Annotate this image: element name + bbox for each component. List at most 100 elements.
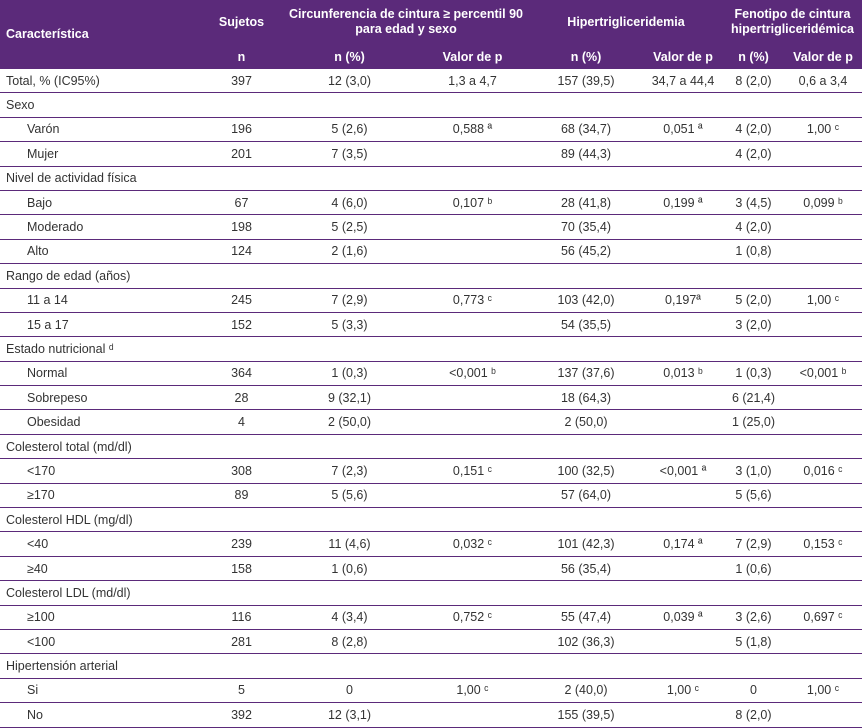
cell-hypertg-npct: 70 (35,4) <box>529 214 643 240</box>
header-subjects: Sujetos <box>200 0 283 44</box>
cell-waist-p: 0,032 ᶜ <box>416 531 529 557</box>
row-label: <170 <box>0 458 200 484</box>
cell-hypertg-npct: 100 (32,5) <box>529 458 643 484</box>
cell-phenotype-p: 0,016 ᶜ <box>784 458 862 484</box>
section-label: Hipertensión arterial <box>0 653 200 679</box>
row-label: Mujer <box>0 141 200 167</box>
cell-phenotype-npct: 4 (2,0) <box>723 117 784 143</box>
cell-waist-p: <0,001 ᵇ <box>416 361 529 387</box>
cell-hypertg-p <box>643 629 723 655</box>
section-spacer <box>200 507 862 533</box>
cell-waist-npct: 5 (5,6) <box>283 483 416 509</box>
subheader-hypertg-p: Valor de p <box>643 44 723 69</box>
cell-waist-p <box>416 702 529 728</box>
table-row: Alto 124 2 (1,6) 56 (45,2) 1 (0,8) <box>0 239 862 265</box>
section-spacer <box>200 263 862 289</box>
table-header: Característica Sujetos Circunferencia de… <box>0 0 862 69</box>
cell-hypertg-p <box>643 141 723 167</box>
cell-hypertg-p: 1,00 ᶜ <box>643 678 723 704</box>
cell-waist-p <box>416 556 529 582</box>
cell-waist-npct: 2 (50,0) <box>283 409 416 435</box>
cell-waist-npct: 8 (2,8) <box>283 629 416 655</box>
cell-hypertg-npct: 137 (37,6) <box>529 361 643 387</box>
section-row: Colesterol HDL (mg/dl) <box>0 507 862 533</box>
cell-waist-npct: 7 (2,3) <box>283 458 416 484</box>
cell-hypertg-npct: 55 (47,4) <box>529 605 643 630</box>
section-spacer <box>200 166 862 191</box>
cell-waist-npct: 7 (2,9) <box>283 288 416 313</box>
table-row: <100 281 8 (2,8) 102 (36,3) 5 (1,8) <box>0 629 862 655</box>
cell-phenotype-npct: 5 (5,6) <box>723 483 784 509</box>
cell-phenotype-npct: 3 (2,0) <box>723 312 784 338</box>
cell-waist-npct: 12 (3,1) <box>283 702 416 728</box>
cell-phenotype-p: 0,6 a 3,4 <box>784 69 862 94</box>
cell-waist-npct: 4 (3,4) <box>283 605 416 630</box>
cell-subjects: 364 <box>200 361 283 387</box>
row-label: Alto <box>0 239 200 265</box>
cell-subjects: 152 <box>200 312 283 338</box>
cell-waist-npct: 7 (3,5) <box>283 141 416 167</box>
row-label: ≥40 <box>0 556 200 582</box>
cell-waist-p <box>416 214 529 240</box>
section-row: Colesterol total (md/dl) <box>0 434 862 460</box>
cell-phenotype-p: 0,099 ᵇ <box>784 190 862 216</box>
cell-waist-npct: 9 (32,1) <box>283 385 416 411</box>
cell-hypertg-p: 34,7 a 44,4 <box>643 69 723 94</box>
row-label: ≥100 <box>0 605 200 630</box>
table-row: 11 a 14 245 7 (2,9) 0,773 ᶜ 103 (42,0) 0,197ª… <box>0 288 862 313</box>
cell-hypertg-p: 0,013 ᵇ <box>643 361 723 387</box>
table-row: Normal 364 1 (0,3) <0,001 ᵇ 137 (37,6) 0,013 … <box>0 361 862 387</box>
cell-hypertg-p <box>643 214 723 240</box>
row-label: Bajo <box>0 190 200 216</box>
cell-hypertg-p <box>643 702 723 728</box>
cell-subjects: 28 <box>200 385 283 411</box>
row-label: ≥170 <box>0 483 200 509</box>
section-row: Rango de edad (años) <box>0 263 862 289</box>
cell-subjects: 198 <box>200 214 283 240</box>
subheader-n: n <box>200 44 283 69</box>
cell-hypertg-p <box>643 385 723 411</box>
cell-phenotype-p <box>784 409 862 435</box>
table-row: Obesidad 4 2 (50,0) 2 (50,0) 1 (25,0) <box>0 409 862 435</box>
row-label: Total, % (IC95%) <box>0 69 200 94</box>
subheader-waist-p: Valor de p <box>416 44 529 69</box>
cell-subjects: 124 <box>200 239 283 265</box>
cell-hypertg-npct: 102 (36,3) <box>529 629 643 655</box>
cell-phenotype-npct: 1 (0,8) <box>723 239 784 265</box>
cell-subjects: 67 <box>200 190 283 216</box>
cell-phenotype-p <box>784 239 862 265</box>
section-row: Nivel de actividad física <box>0 166 862 191</box>
cell-hypertg-npct: 103 (42,0) <box>529 288 643 313</box>
section-label: Estado nutricional ᵈ <box>0 336 200 362</box>
cell-phenotype-p <box>784 141 862 167</box>
cell-subjects: 201 <box>200 141 283 167</box>
row-label: Sobrepeso <box>0 385 200 411</box>
cell-subjects: 5 <box>200 678 283 704</box>
cell-waist-npct: 11 (4,6) <box>283 531 416 557</box>
cell-subjects: 397 <box>200 69 283 94</box>
section-label: Colesterol LDL (md/dl) <box>0 580 200 606</box>
cell-waist-p: 0,107 ᵇ <box>416 190 529 216</box>
section-row: Estado nutricional ᵈ <box>0 336 862 362</box>
cell-phenotype-npct: 3 (1,0) <box>723 458 784 484</box>
cell-hypertg-npct: 54 (35,5) <box>529 312 643 338</box>
cell-phenotype-npct: 6 (21,4) <box>723 385 784 411</box>
cell-phenotype-p: 1,00 ᶜ <box>784 117 862 143</box>
cell-phenotype-p <box>784 483 862 509</box>
cell-waist-p: 0,588 ª <box>416 117 529 143</box>
cell-hypertg-p: 0,197ª <box>643 288 723 313</box>
cell-hypertg-npct: 57 (64,0) <box>529 483 643 509</box>
cell-subjects: 281 <box>200 629 283 655</box>
cell-phenotype-p: 1,00 ᶜ <box>784 678 862 704</box>
cell-hypertg-p: 0,039 ª <box>643 605 723 630</box>
cell-phenotype-npct: 7 (2,9) <box>723 531 784 557</box>
cell-waist-npct: 4 (6,0) <box>283 190 416 216</box>
cell-hypertg-p <box>643 483 723 509</box>
section-label: Rango de edad (años) <box>0 263 200 289</box>
cell-phenotype-npct: 3 (2,6) <box>723 605 784 630</box>
table-row: 15 a 17 152 5 (3,3) 54 (35,5) 3 (2,0) <box>0 312 862 338</box>
